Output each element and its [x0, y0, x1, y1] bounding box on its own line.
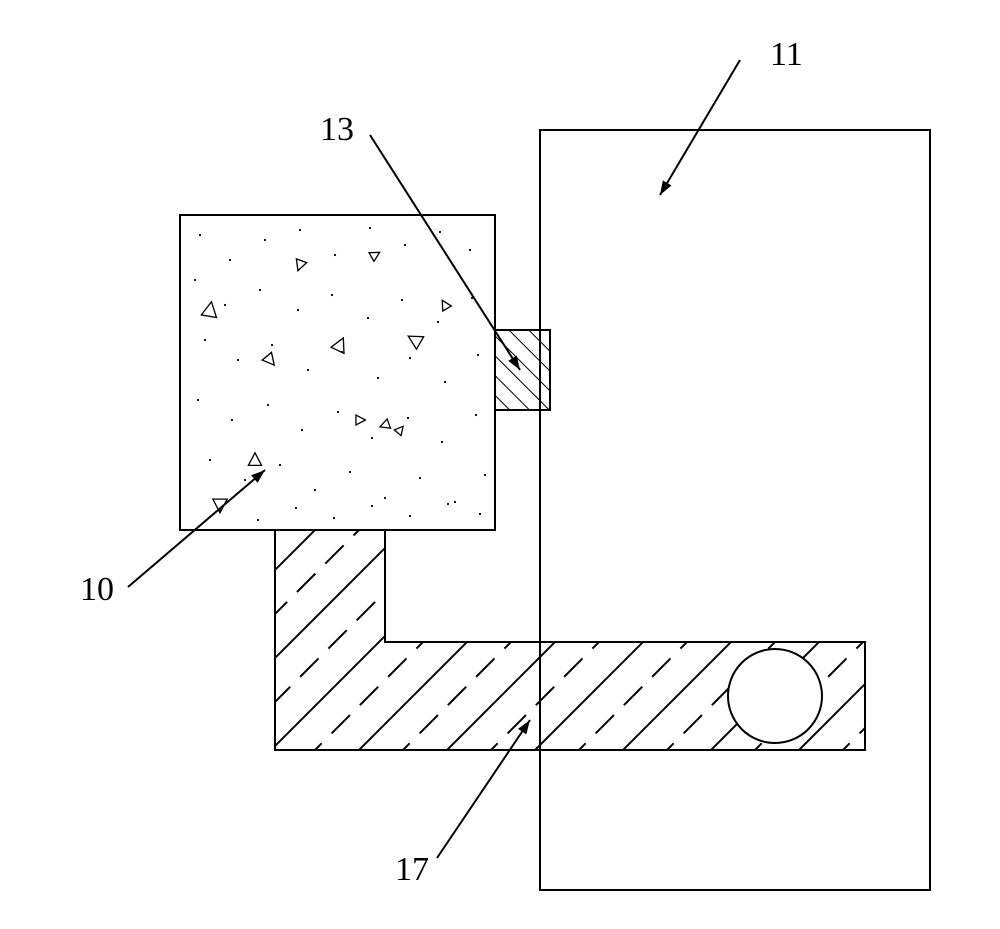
callout-label-13: 13 [320, 111, 354, 148]
rect-11 [540, 130, 930, 890]
callout-label-10: 10 [80, 571, 114, 608]
stippled-rect-10 [180, 215, 495, 530]
technical-diagram: 11 13 10 17 [0, 0, 1000, 929]
callout-label-11: 11 [770, 36, 803, 73]
bracket-hole [728, 649, 822, 743]
callout-label-17: 17 [395, 851, 429, 888]
